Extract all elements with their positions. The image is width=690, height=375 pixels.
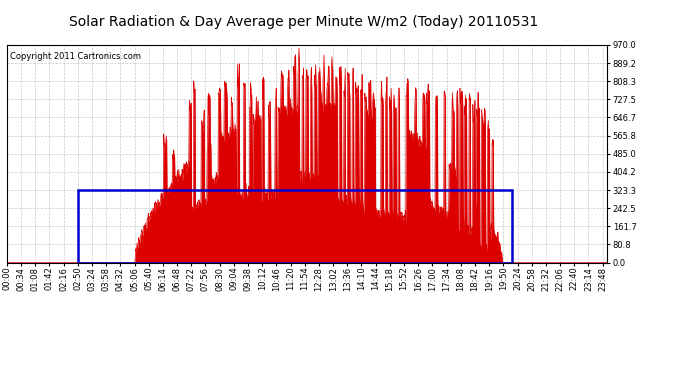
Text: Copyright 2011 Cartronics.com: Copyright 2011 Cartronics.com xyxy=(10,51,141,60)
Text: Solar Radiation & Day Average per Minute W/m2 (Today) 20110531: Solar Radiation & Day Average per Minute… xyxy=(69,15,538,29)
Bar xyxy=(78,190,512,262)
